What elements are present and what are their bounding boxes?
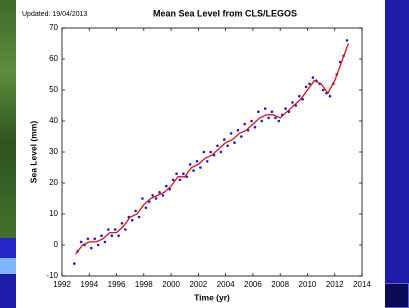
data-point: [110, 234, 113, 237]
data-point: [87, 238, 90, 241]
data-point: [151, 194, 154, 197]
data-point: [206, 160, 209, 163]
data-point: [155, 197, 158, 200]
data-point: [257, 110, 260, 113]
data-point: [240, 135, 243, 138]
data-point: [158, 191, 161, 194]
x-tick-label: 1992: [53, 280, 71, 289]
data-point: [305, 86, 308, 89]
data-point: [107, 228, 110, 231]
data-point: [230, 132, 233, 135]
data-point: [182, 172, 185, 175]
x-tick-label: 2008: [271, 280, 289, 289]
x-tick-label: 2002: [189, 280, 207, 289]
x-tick-label: 2012: [326, 280, 344, 289]
data-point: [189, 163, 192, 166]
updated-note: Updated: 19/04/2013: [22, 11, 87, 18]
y-tick-label: 70: [49, 23, 58, 32]
x-axis-label: Time (yr): [194, 292, 230, 302]
y-tick-label: -10: [46, 271, 58, 280]
data-point: [250, 120, 253, 123]
x-tick-label: 2000: [162, 280, 180, 289]
y-tick-label: 50: [49, 85, 58, 94]
y-tick-label: 60: [49, 54, 58, 63]
data-point: [104, 241, 107, 244]
data-point: [203, 151, 206, 154]
data-point: [329, 95, 332, 98]
data-point: [216, 145, 219, 148]
data-point: [243, 123, 246, 126]
data-point: [298, 95, 301, 98]
data-point: [124, 228, 127, 231]
x-tick-label: 1994: [80, 280, 98, 289]
data-point: [117, 234, 120, 237]
data-point: [93, 238, 96, 241]
y-tick-label: 40: [49, 116, 58, 125]
data-point: [260, 120, 263, 123]
data-point: [131, 219, 134, 222]
data-point: [179, 179, 182, 182]
x-tick-label: 1996: [108, 280, 126, 289]
x-tick-label: 2004: [217, 280, 235, 289]
data-point: [220, 151, 223, 154]
data-point: [100, 234, 103, 237]
x-tick-label: 2006: [244, 280, 262, 289]
data-point: [73, 262, 76, 265]
data-point: [284, 107, 287, 110]
data-point: [278, 120, 281, 123]
chart-title: Mean Sea Level from CLS/LEGOS: [153, 8, 297, 18]
data-point: [267, 117, 270, 120]
data-point: [121, 222, 124, 225]
data-point: [90, 247, 93, 250]
y-tick-label: 10: [49, 209, 58, 218]
data-point: [274, 117, 277, 120]
data-point: [175, 172, 178, 175]
data-point: [312, 76, 315, 79]
y-tick-label: 20: [49, 178, 58, 187]
data-point: [237, 129, 240, 132]
data-point: [80, 241, 83, 244]
data-point: [196, 160, 199, 163]
x-tick-label: 2010: [299, 280, 317, 289]
data-point: [114, 228, 117, 231]
data-point: [322, 89, 325, 92]
data-point: [172, 179, 175, 182]
x-tick-label: 2014: [353, 280, 371, 289]
x-tick-label: 1998: [135, 280, 153, 289]
data-point: [162, 194, 165, 197]
y-tick-label: 0: [54, 240, 59, 249]
data-point: [141, 197, 144, 200]
y-axis-label: Sea Level (mm): [28, 121, 38, 184]
data-point: [138, 216, 141, 219]
data-point: [97, 244, 100, 247]
data-point: [308, 83, 311, 86]
data-point: [209, 151, 212, 154]
data-point: [233, 141, 236, 144]
data-point: [271, 110, 274, 113]
data-point: [223, 138, 226, 141]
chart: Updated: 19/04/2013 Mean Sea Level from …: [0, 0, 409, 308]
data-point: [192, 169, 195, 172]
screen: Updated: 19/04/2013 Mean Sea Level from …: [0, 0, 409, 308]
data-point: [226, 145, 229, 148]
data-point: [145, 207, 148, 210]
data-point: [254, 126, 257, 129]
data-point: [346, 39, 349, 42]
data-point: [264, 107, 267, 110]
chart-panel: [16, 0, 385, 308]
y-tick-label: 30: [49, 147, 58, 156]
data-point: [165, 185, 168, 188]
data-point: [134, 210, 137, 213]
data-point: [199, 166, 202, 169]
data-point: [291, 101, 294, 104]
